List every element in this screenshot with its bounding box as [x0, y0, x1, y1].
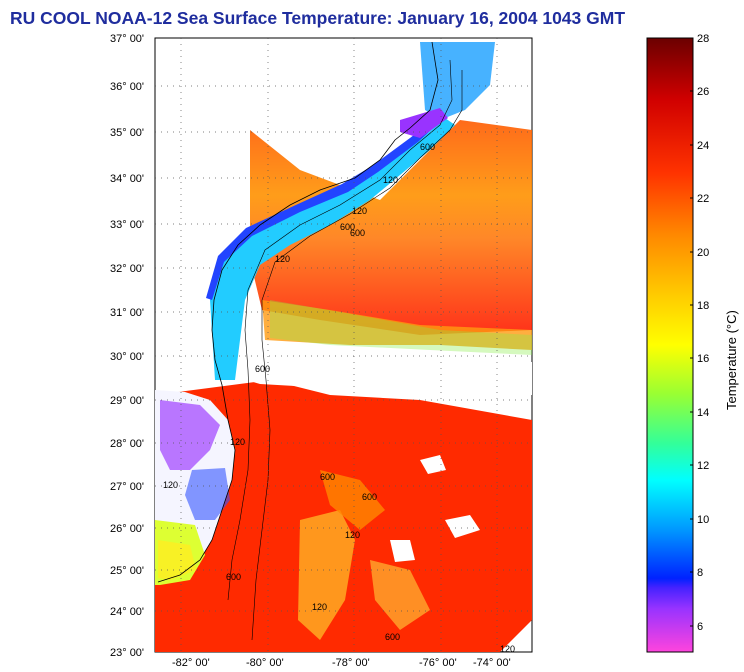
contour-label: 120 [312, 602, 327, 612]
coastline [157, 41, 439, 583]
lon-label: -82° 00' [172, 657, 210, 669]
colorbar-tick-label: 20 [697, 247, 709, 259]
contour-label: 120 [352, 206, 367, 216]
north-purple [400, 108, 448, 138]
contour-label: 120 [500, 644, 515, 654]
colorbar-title: Temperature (°C) [724, 310, 739, 410]
contour-label: 600 [340, 222, 355, 232]
colorbar-tick-label: 16 [697, 353, 709, 365]
contour-label: 120 [345, 530, 360, 540]
colorbar-tick-labels: 28 26 24 22 20 18 16 14 12 10 8 6 [697, 33, 709, 633]
lat-label: 31° 00' [110, 307, 144, 319]
colorbar-tick-label: 18 [697, 300, 709, 312]
contour-label: 120 [163, 480, 178, 490]
speckle-green [270, 300, 532, 355]
lat-label: 28° 00' [110, 438, 144, 450]
florida-blue-lake [185, 468, 230, 520]
contour-label: 600 [362, 492, 377, 502]
contour-600 [251, 70, 463, 641]
contour-label: 120 [383, 175, 398, 185]
bahamas-bank-2 [320, 470, 385, 530]
contour-120 [227, 59, 453, 601]
lat-label: 23° 00' [110, 647, 144, 659]
lat-label: 30° 00' [110, 351, 144, 363]
contour-label-group: 120 600 120 600 120 600 120 600 120 600 … [163, 142, 515, 654]
page-title: RU COOL NOAA-12 Sea Surface Temperature:… [10, 8, 626, 28]
longitude-labels: -82° 00' -80° 00' -78° 00' -76° 00' -74°… [172, 657, 511, 669]
colorbar-tick-label: 22 [697, 193, 709, 205]
shelf-water-inner [206, 118, 442, 300]
colorbar-tick-label: 6 [697, 621, 703, 633]
contour-label: 600 [226, 572, 241, 582]
contour-label: 600 [420, 142, 435, 152]
lat-label: 35° 00' [110, 127, 144, 139]
warm-water-mid [250, 120, 532, 335]
cloud-band [240, 350, 532, 395]
colorbar-tick-label: 24 [697, 140, 709, 152]
north-shelf [420, 42, 495, 120]
colorbar-tick-label: 10 [697, 514, 709, 526]
lat-label: 29° 00' [110, 395, 144, 407]
colorbar-tick-label: 14 [697, 407, 709, 419]
lat-label: 36° 00' [110, 81, 144, 93]
lon-label: -80° 00' [246, 657, 284, 669]
colorbar-tick-label: 8 [697, 567, 703, 579]
lat-label: 26° 00' [110, 523, 144, 535]
shelf-water [210, 118, 455, 380]
lat-label: 34° 00' [110, 173, 144, 185]
lat-label: 37° 00' [110, 33, 144, 45]
contour-label: 600 [320, 472, 335, 482]
lat-label: 25° 00' [110, 565, 144, 577]
bahamas-bank-1 [298, 510, 355, 640]
colorbar-tick-label: 28 [697, 33, 709, 45]
graticule [155, 38, 532, 652]
lon-label: -74° 00' [473, 657, 511, 669]
colorbar-tick-label: 26 [697, 86, 709, 98]
latitude-labels: 37° 00' 36° 00' 35° 00' 34° 00' 33° 00' … [110, 33, 144, 659]
colorbar-tick-label: 12 [697, 460, 709, 472]
lat-label: 24° 00' [110, 606, 144, 618]
contour-label: 600 [255, 364, 270, 374]
lat-label: 32° 00' [110, 263, 144, 275]
colorbar [646, 37, 694, 653]
bahamas-bank-3 [370, 560, 430, 630]
contour-label: 600 [385, 632, 400, 642]
lat-label: 33° 00' [110, 219, 144, 231]
lat-label: 27° 00' [110, 481, 144, 493]
florida-purple [160, 400, 220, 470]
colorbar-ticks [690, 37, 693, 627]
contour-label: 120 [275, 254, 290, 264]
contour-label: 120 [230, 437, 245, 447]
orange-band [262, 300, 532, 350]
lon-label: -76° 00' [419, 657, 457, 669]
contour-label: 600 [350, 228, 365, 238]
cloud-patches [390, 455, 480, 562]
lon-label: -78° 00' [332, 657, 370, 669]
